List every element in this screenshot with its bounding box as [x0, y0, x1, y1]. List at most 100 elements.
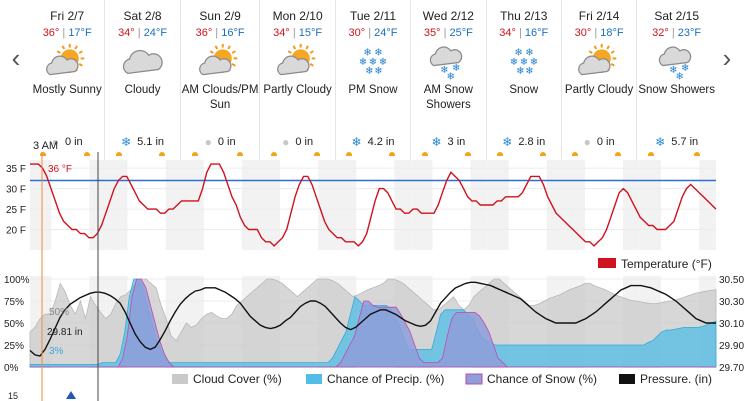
night-band [165, 160, 183, 250]
day-name: Thu 2/13 [500, 9, 548, 23]
pressure-tick-label: 30.50 [719, 275, 744, 286]
sunrise-sunset-markers [411, 152, 485, 158]
day-column[interactable]: Tue 2/11 30° | 24°F ❄ ❄ ❄ ❄ ❄ ❄ ❄ PM Snow ❄ 4.2… [334, 0, 410, 160]
day-name: Fri 2/14 [578, 9, 620, 23]
night-band [318, 160, 335, 250]
cloud-icon [122, 49, 163, 75]
precip-chance-area [29, 278, 717, 368]
temp-separator: | [137, 27, 141, 39]
night-band [699, 160, 716, 250]
night-band [106, 276, 128, 368]
low-temp: 24°F [143, 27, 168, 39]
chevron-right-icon: › [722, 42, 732, 73]
night-band [487, 276, 509, 368]
cloud-cover-legend-label: Cloud Cover (%) [193, 372, 282, 386]
sunrise-icon [115, 152, 122, 156]
drop-icon: ● [51, 135, 59, 149]
precip-legend-label: Chance of Precip. (%) [327, 372, 444, 386]
condition-line: Cloudy [124, 84, 161, 96]
day-column[interactable]: Sat 2/8 34° | 24°F Cloudy ❄ 5.1 in [104, 0, 179, 160]
precip-amount: ● 0 in [562, 135, 636, 149]
night-band [89, 160, 107, 250]
precip-value: 5.7 in [671, 136, 699, 148]
night-band [106, 160, 128, 250]
night-band [241, 276, 259, 368]
sunny-cloud-icon [578, 43, 617, 76]
precip-amount: ● 0 in [181, 135, 260, 149]
temp-separator: | [671, 27, 675, 39]
pressure-tick-label: 30.30 [719, 297, 744, 308]
night-band [623, 276, 640, 368]
temperature-plot-area [30, 160, 716, 250]
temperature-tick-label: 30 F [6, 185, 26, 196]
svg-text:❄: ❄ [374, 66, 382, 77]
precip-amount: ❄ 5.7 in [637, 135, 716, 149]
day-name: Sat 2/8 [123, 9, 162, 23]
night-band [394, 276, 412, 368]
sunrise-sunset-markers [487, 152, 561, 158]
low-temp: 23°F [677, 27, 702, 39]
condition-line: Mostly Sunny [32, 84, 102, 96]
previous-days-button[interactable]: ‹ [1, 38, 31, 78]
pressure-tick-label: 29.90 [719, 341, 744, 352]
night-band [411, 276, 433, 368]
day-temperatures: 35° | 25°F [411, 27, 485, 39]
high-temp: 30° [348, 27, 366, 39]
daily-forecast-strip: Fri 2/7 36° | 17°F Mostly Sunny ● 0 in Sa… [30, 0, 716, 160]
temperature-line [30, 163, 717, 247]
night-band [470, 160, 488, 250]
sunset-icon [83, 152, 90, 156]
night-band [258, 276, 281, 368]
drop-icon: ● [583, 135, 591, 149]
high-temp: 32° [652, 27, 669, 39]
precip-value: 0 in [64, 136, 83, 148]
condition-line: AM Snow [423, 84, 473, 96]
sunrise-sunset-markers [336, 152, 410, 158]
night-band [639, 160, 662, 250]
svg-text:❄: ❄ [365, 66, 373, 77]
condition-line: Sun [209, 99, 231, 111]
day-column[interactable]: Sat 2/15 32° | 23°F ❄ ❄ ❄ Snow Showers ❄ 5.… [636, 0, 716, 160]
night-band [699, 276, 716, 368]
condition-text: AM Snow Showers [411, 83, 485, 113]
next-days-button[interactable]: › [712, 38, 742, 78]
pressure-tick-label: 30.10 [719, 319, 744, 330]
day-column[interactable]: Fri 2/7 36° | 17°F Mostly Sunny ● 0 in [30, 0, 104, 160]
snowflake-icon: ❄ [502, 135, 513, 149]
svg-text:❄: ❄ [681, 63, 689, 74]
day-column[interactable]: Thu 2/13 34° | 16°F ❄ ❄ ❄ ❄ ❄ ❄ ❄ Snow ❄ 2.8 in [485, 0, 561, 160]
sunrise-sunset-markers [260, 152, 334, 158]
day-column[interactable]: Wed 2/12 35° | 25°F ❄ ❄ ❄ AM Snow Showers ❄… [410, 0, 485, 160]
night-band [487, 160, 509, 250]
cloud-snow-icon: ❄ ❄❄ [658, 46, 691, 82]
day-name: Tue 2/11 [349, 9, 397, 23]
svg-text:❄: ❄ [530, 57, 538, 68]
low-temp: 25°F [449, 27, 473, 39]
day-name: Mon 2/10 [272, 9, 323, 23]
sunny-cloud-icon [199, 43, 238, 76]
pressure-line [29, 281, 716, 357]
sunrise-sunset-markers [562, 152, 636, 158]
current-pressure-value: 29.81 in [47, 327, 83, 338]
current-temp-label: 36 °F [48, 164, 72, 175]
night-band [470, 276, 488, 368]
cloud-cover-legend-swatch [172, 374, 188, 384]
night-band [546, 160, 564, 250]
condition-line: Showers [426, 99, 471, 111]
night-band [165, 276, 183, 368]
low-temp: 18°F [600, 27, 624, 39]
pressure-tick-label: 29.70 [719, 363, 744, 374]
sunrise-sunset-markers [105, 152, 179, 158]
night-band [30, 276, 52, 368]
condition-line: Snow [509, 84, 539, 96]
night-band [563, 276, 585, 368]
night-band [182, 276, 204, 368]
day-column[interactable]: Fri 2/14 30° | 18°F Partly Cloudy ● 0 in [560, 0, 636, 160]
day-temperatures: 32° | 23°F [637, 27, 716, 39]
snowflake-icon: ❄ [655, 135, 666, 149]
high-temp: 36° [42, 27, 60, 39]
day-column[interactable]: Mon 2/10 34° | 15°F Partly Cloudy ● 0 in [259, 0, 334, 160]
day-column[interactable]: Sun 2/9 36° | 16°F AM Clouds/PM Sun ● 0 in [179, 0, 260, 160]
day-temperatures: 30° | 18°F [562, 27, 636, 39]
night-band [639, 276, 662, 368]
